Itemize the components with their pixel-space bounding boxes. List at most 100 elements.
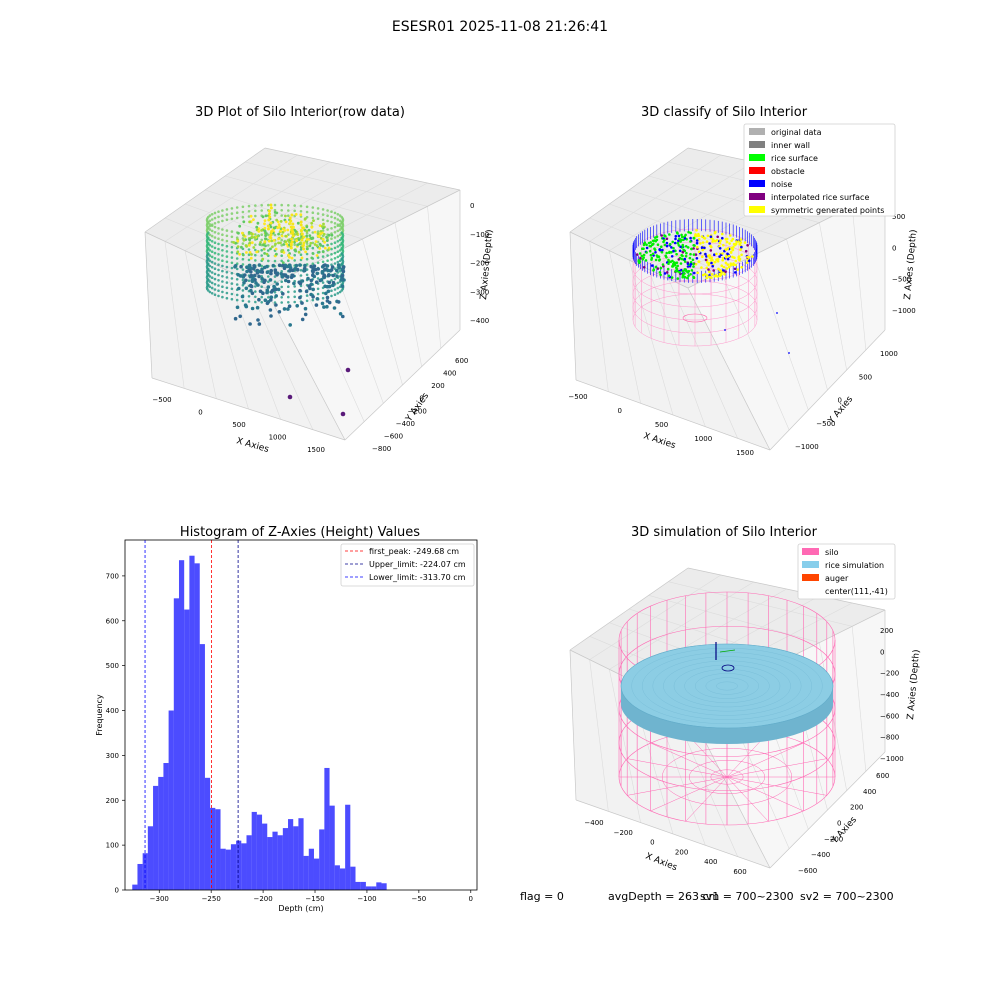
data-point (305, 252, 309, 256)
classified-point (655, 235, 659, 238)
classified-point (648, 249, 652, 253)
data-point (210, 234, 214, 238)
data-point (230, 256, 234, 259)
data-point (233, 264, 238, 268)
data-point (317, 235, 321, 239)
data-point (293, 300, 297, 304)
data-point (293, 204, 297, 207)
data-point (243, 303, 248, 308)
data-point (325, 235, 328, 239)
classified-point (721, 258, 724, 262)
data-point (330, 247, 333, 251)
data-point (260, 249, 264, 252)
grid-line (244, 278, 314, 430)
data-point (308, 244, 312, 248)
data-point (304, 289, 309, 294)
classified-point (743, 241, 747, 244)
data-point (309, 278, 314, 283)
classified-point (663, 238, 666, 242)
data-point (271, 263, 276, 268)
data-point (338, 228, 342, 231)
data-point (230, 297, 234, 301)
data-point (230, 287, 234, 291)
classified-point (661, 248, 664, 252)
data-point (217, 253, 220, 256)
z-tick-label: −100 (470, 231, 489, 239)
data-point (284, 278, 288, 283)
classified-point (687, 230, 690, 234)
data-point (207, 231, 210, 234)
histogram-bar (225, 849, 231, 890)
data-point (299, 241, 302, 245)
data-point (309, 236, 313, 240)
data-point (230, 207, 234, 210)
data-point (325, 239, 329, 243)
data-point (280, 214, 284, 217)
classified-point (639, 256, 642, 260)
data-point (210, 281, 214, 285)
classified-point (663, 234, 666, 237)
classified-point (689, 261, 693, 264)
data-point (273, 275, 277, 278)
silo-floor-ring (710, 769, 744, 785)
data-point (302, 269, 306, 273)
classified-point (704, 252, 707, 256)
classified-point (671, 240, 674, 244)
data-point (265, 252, 269, 256)
y-tick-label: −400 (811, 851, 830, 859)
data-point (263, 240, 267, 243)
classified-point (642, 243, 646, 247)
data-point (261, 215, 265, 219)
side-pane (570, 650, 770, 868)
side-pane (570, 232, 770, 450)
classified-point (689, 273, 692, 276)
y-tick-label: 400 (863, 788, 876, 796)
data-point (274, 287, 278, 292)
data-point (290, 256, 294, 260)
data-point (293, 295, 297, 299)
data-point (306, 247, 309, 251)
data-point (330, 210, 333, 213)
classified-point (689, 252, 692, 256)
data-point (254, 285, 257, 288)
classified-point (722, 269, 725, 272)
rice-mesh-ring (663, 660, 791, 712)
classified-point (718, 255, 721, 258)
data-point (273, 268, 278, 272)
data-point (269, 290, 274, 294)
classified-point (713, 274, 716, 278)
box-edge (687, 567, 886, 611)
classified-point (665, 237, 669, 241)
data-point (299, 220, 303, 224)
data-point (260, 233, 264, 236)
classified-point (654, 265, 658, 269)
silo-floor-ring (682, 313, 708, 323)
box-edge (264, 287, 346, 441)
data-point (210, 266, 214, 269)
simulation-title: 3D simulation of Silo Interior (631, 525, 818, 540)
data-point (326, 228, 329, 231)
data-point (250, 241, 254, 245)
data-point (248, 322, 252, 326)
data-point (208, 214, 212, 217)
data-point (288, 255, 291, 259)
figure-suptitle: ESESR01 2025-11-08 21:26:41 (392, 19, 608, 35)
data-point (273, 211, 277, 214)
classified-point (695, 229, 698, 232)
histogram-ylabel: Frequency (95, 694, 104, 736)
classified-point (670, 254, 674, 258)
data-point (268, 308, 273, 312)
classified-point (734, 259, 738, 263)
classified-point (689, 236, 692, 240)
data-point (338, 259, 342, 263)
data-point (341, 232, 345, 236)
histogram-bar (168, 710, 174, 890)
classified-point (705, 276, 708, 280)
data-point (221, 219, 224, 223)
histogram-bar (194, 563, 200, 890)
data-point (280, 203, 284, 207)
classified-point (660, 245, 663, 248)
data-point (230, 230, 234, 233)
data-point (272, 284, 276, 289)
data-point (330, 265, 335, 269)
